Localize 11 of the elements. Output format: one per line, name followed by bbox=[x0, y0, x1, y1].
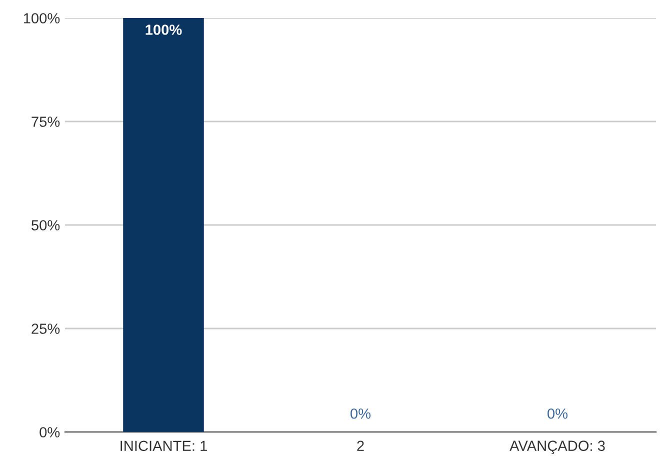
y-tick-label: 0% bbox=[40, 427, 60, 438]
x-tick-label: AVANÇADO: 3 bbox=[510, 440, 605, 454]
data-label: 0% bbox=[350, 408, 371, 419]
x-tick-label: INICIANTE: 1 bbox=[120, 440, 207, 452]
y-tick-label: 25% bbox=[32, 324, 60, 334]
data-label: 0% bbox=[548, 408, 568, 419]
y-tick-label: 75% bbox=[32, 116, 60, 127]
y-tick-label: 50% bbox=[32, 220, 60, 230]
data-label: 100% bbox=[146, 24, 182, 35]
x-tick-label: 2 bbox=[357, 440, 364, 451]
y-tick-label: 100% bbox=[24, 13, 60, 24]
